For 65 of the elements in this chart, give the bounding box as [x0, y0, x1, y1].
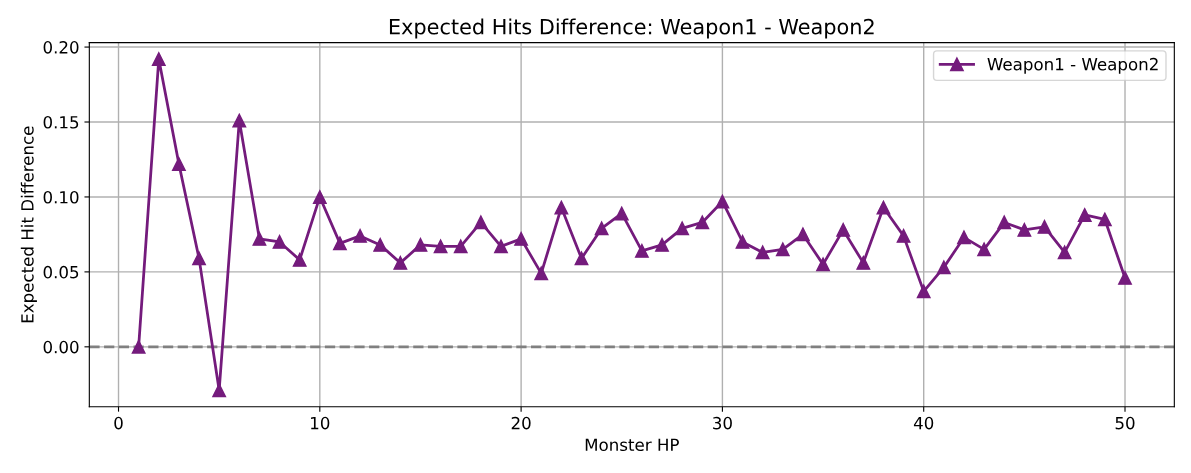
point: [675, 221, 690, 236]
point: [473, 215, 488, 230]
point: [594, 221, 609, 236]
x-axis-title: Monster HP: [585, 438, 679, 452]
point: [735, 234, 750, 249]
point: [192, 251, 206, 266]
point: [393, 255, 408, 270]
point: [1077, 207, 1092, 222]
point: [1097, 212, 1112, 227]
x-tick-label: 10: [311, 416, 330, 430]
point: [634, 243, 649, 258]
point: [151, 52, 166, 67]
point: [232, 113, 247, 128]
point: [876, 200, 891, 215]
point: [775, 242, 790, 257]
point: [836, 222, 851, 237]
point: [795, 227, 810, 242]
point: [554, 200, 569, 215]
legend-label: Weapon1 - Weapon2: [987, 57, 1158, 74]
point: [171, 157, 186, 171]
point: [212, 383, 227, 398]
x-tick-label: 40: [913, 416, 934, 430]
point: [977, 242, 992, 257]
point: [896, 228, 911, 243]
x-tick-label: 20: [511, 416, 531, 430]
x-tick-label: 30: [713, 416, 732, 430]
point: [936, 260, 951, 275]
point: [534, 266, 549, 281]
point: [1017, 222, 1032, 237]
point: [453, 239, 468, 254]
point: [413, 237, 428, 252]
point: [332, 236, 347, 251]
point: [312, 190, 327, 204]
x-tick-label: 50: [1115, 416, 1135, 430]
y-tick-label: 0.10: [43, 190, 79, 204]
point: [1057, 245, 1072, 260]
y-tick-label: 0.05: [43, 265, 79, 279]
point: [272, 234, 287, 249]
point: [957, 230, 971, 245]
point: [1037, 219, 1052, 234]
point: [816, 257, 831, 272]
point: [433, 239, 448, 254]
point: [292, 252, 307, 267]
point: [755, 245, 770, 260]
x-tick-label: 0: [114, 416, 123, 430]
point: [715, 194, 730, 209]
point: [131, 339, 146, 354]
y-tick-label: 0.20: [43, 41, 79, 54]
y-tick-label: 0.15: [43, 115, 79, 129]
point: [1118, 270, 1132, 285]
point: [574, 251, 589, 266]
point: [373, 237, 388, 252]
y-tick-label: 0.00: [43, 340, 79, 354]
point: [252, 231, 267, 246]
chart-title: Expected Hits Difference: Weapon1 - Weapon2: [389, 18, 874, 39]
point: [695, 215, 710, 230]
point: [494, 239, 508, 254]
point: [655, 237, 669, 252]
y-axis-title: Expected Hit Difference: [20, 126, 37, 323]
point: [856, 255, 871, 270]
point: [353, 228, 368, 243]
point: [997, 215, 1012, 230]
point: [614, 206, 629, 221]
point: [514, 231, 529, 246]
point: [916, 284, 931, 299]
